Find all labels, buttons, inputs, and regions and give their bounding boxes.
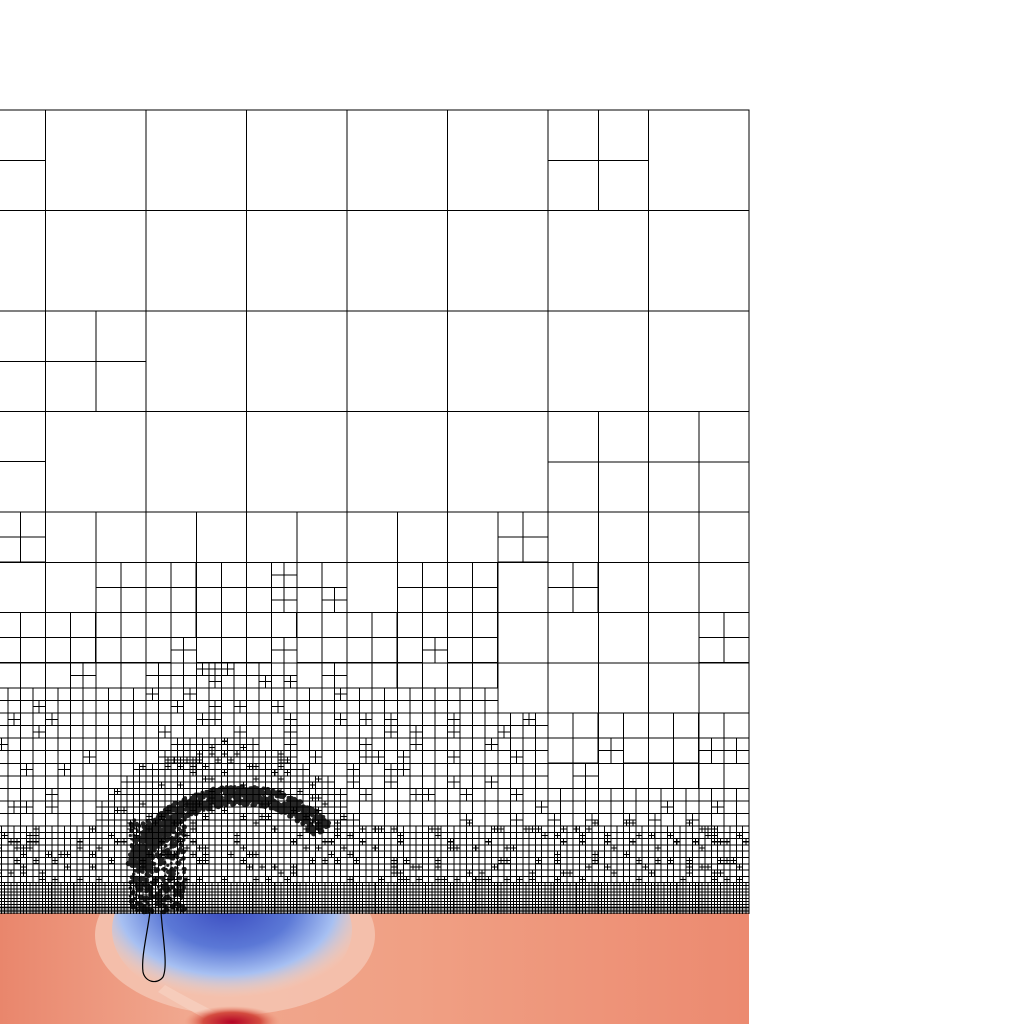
- adaptive-mesh: [0, 109, 750, 914]
- bubble-outline: [142, 911, 166, 983]
- fluid-field: [0, 913, 749, 1024]
- jet-region: [184, 1006, 280, 1024]
- refined-mesh-cluster: [0, 784, 749, 915]
- mesh-lines: [0, 109, 750, 914]
- interface-band: [0, 906, 749, 913]
- refined-cells: [125, 784, 332, 915]
- cavity-region: [112, 913, 352, 1005]
